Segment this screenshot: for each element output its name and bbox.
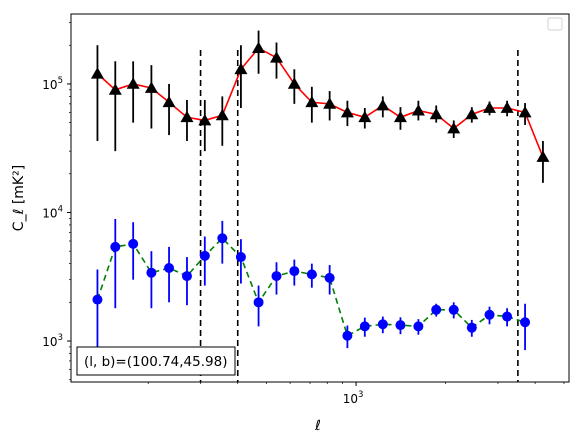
data-point bbox=[289, 266, 300, 277]
y-tick-exponent: 5 bbox=[58, 76, 63, 86]
data-point bbox=[500, 101, 514, 113]
data-point bbox=[306, 269, 317, 280]
y-tick-exponent: 3 bbox=[58, 333, 63, 343]
data-point bbox=[128, 238, 139, 249]
x-axis-label: ℓ bbox=[314, 418, 321, 434]
data-point bbox=[110, 241, 121, 252]
plot-area bbox=[90, 30, 550, 382]
data-point bbox=[484, 309, 495, 320]
data-point bbox=[305, 95, 319, 108]
data-point bbox=[92, 294, 103, 305]
data-point bbox=[377, 319, 388, 330]
data-point bbox=[252, 41, 266, 53]
data-point bbox=[393, 110, 407, 123]
data-point bbox=[181, 271, 192, 282]
data-point bbox=[465, 107, 479, 120]
data-point bbox=[358, 110, 372, 123]
legend-box bbox=[547, 17, 563, 31]
data-point bbox=[502, 311, 513, 322]
data-point bbox=[164, 262, 175, 273]
data-point bbox=[287, 77, 301, 89]
data-point bbox=[324, 272, 335, 283]
data-point bbox=[215, 108, 229, 121]
data-point bbox=[447, 122, 461, 134]
data-point bbox=[217, 233, 228, 244]
data-point bbox=[342, 330, 353, 341]
data-point bbox=[483, 101, 497, 113]
data-point bbox=[162, 95, 176, 108]
data-point bbox=[429, 107, 443, 120]
data-point bbox=[413, 321, 424, 332]
data-point bbox=[376, 98, 390, 111]
axes-frame bbox=[70, 13, 570, 383]
data-point bbox=[90, 67, 104, 79]
data-point bbox=[144, 81, 158, 93]
data-point bbox=[340, 105, 354, 118]
y-tick-exponent: 4 bbox=[58, 204, 63, 214]
x-tick-exponent: 3 bbox=[358, 390, 363, 400]
annotation-text: (l, b)=(100.74,45.98) bbox=[84, 354, 227, 370]
data-point bbox=[180, 110, 194, 123]
data-point bbox=[108, 83, 122, 95]
annotation-box: (l, b)=(100.74,45.98) bbox=[76, 346, 236, 376]
data-point bbox=[199, 250, 210, 261]
data-point bbox=[271, 271, 282, 282]
data-point bbox=[518, 105, 532, 118]
data-point bbox=[253, 297, 264, 308]
data-point bbox=[411, 104, 425, 116]
data-point bbox=[198, 113, 212, 126]
data-point bbox=[536, 150, 550, 162]
data-point bbox=[234, 62, 248, 75]
data-point bbox=[126, 77, 140, 89]
data-point bbox=[448, 304, 459, 315]
data-point bbox=[146, 267, 157, 278]
data-point bbox=[431, 304, 442, 315]
data-point bbox=[235, 252, 246, 263]
y-axis-label: C_ℓ [mK²] bbox=[11, 165, 27, 231]
data-point bbox=[269, 51, 283, 63]
data-point bbox=[520, 317, 531, 328]
data-point bbox=[323, 97, 337, 109]
data-point bbox=[466, 322, 477, 333]
data-point bbox=[359, 321, 370, 332]
series-1 bbox=[90, 30, 550, 183]
series-2 bbox=[92, 218, 531, 361]
data-point bbox=[395, 320, 406, 331]
